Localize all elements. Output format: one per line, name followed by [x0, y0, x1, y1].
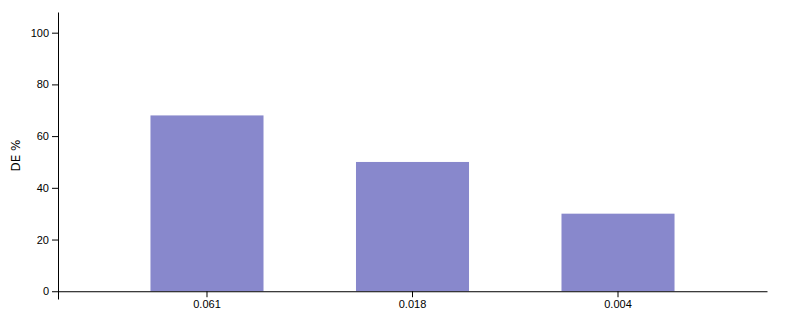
y-tick: 40	[37, 182, 58, 194]
plot: 0 20 40 60 80 100 0.061 0.018 0.004	[31, 13, 768, 311]
x-tick-label: 0.018	[399, 298, 427, 310]
y-tick-label: 60	[37, 130, 49, 142]
chart: 0 20 40 60 80 100 0.061 0.018 0.004 DE %	[0, 0, 787, 329]
x-tick-mark	[618, 291, 619, 297]
y-axis-line	[58, 13, 59, 300]
bar	[561, 214, 674, 292]
y-tick-mark	[52, 84, 58, 85]
y-tick: 20	[37, 234, 58, 246]
x-tick-label: 0.004	[604, 298, 632, 310]
y-tick: 60	[37, 130, 58, 142]
y-tick-mark	[52, 291, 58, 292]
x-tick: 0.018	[399, 291, 427, 310]
x-axis: 0.061 0.018 0.004	[59, 291, 768, 310]
x-tick: 0.004	[604, 291, 632, 310]
y-axis-title: DE %	[9, 139, 23, 171]
y-tick-label: 20	[37, 234, 49, 246]
bar	[356, 162, 469, 291]
y-tick: 80	[37, 78, 58, 90]
y-tick-mark	[52, 188, 58, 189]
x-tick-mark	[412, 291, 413, 297]
x-tick: 0.061	[193, 291, 221, 310]
y-tick-label: 100	[31, 27, 49, 39]
x-tick-label: 0.061	[193, 298, 221, 310]
y-tick: 100	[31, 27, 58, 39]
y-tick-label: 0	[43, 285, 49, 297]
y-axis: 0 20 40 60 80 100	[31, 13, 59, 300]
bar	[150, 115, 263, 291]
y-tick-label: 80	[37, 78, 49, 90]
x-tick-mark	[206, 291, 207, 297]
y-tick-label: 40	[37, 182, 49, 194]
y-tick-mark	[52, 240, 58, 241]
y-tick-mark	[52, 136, 58, 137]
y-tick: 0	[43, 285, 58, 297]
y-tick-mark	[52, 33, 58, 34]
bars	[150, 115, 674, 291]
